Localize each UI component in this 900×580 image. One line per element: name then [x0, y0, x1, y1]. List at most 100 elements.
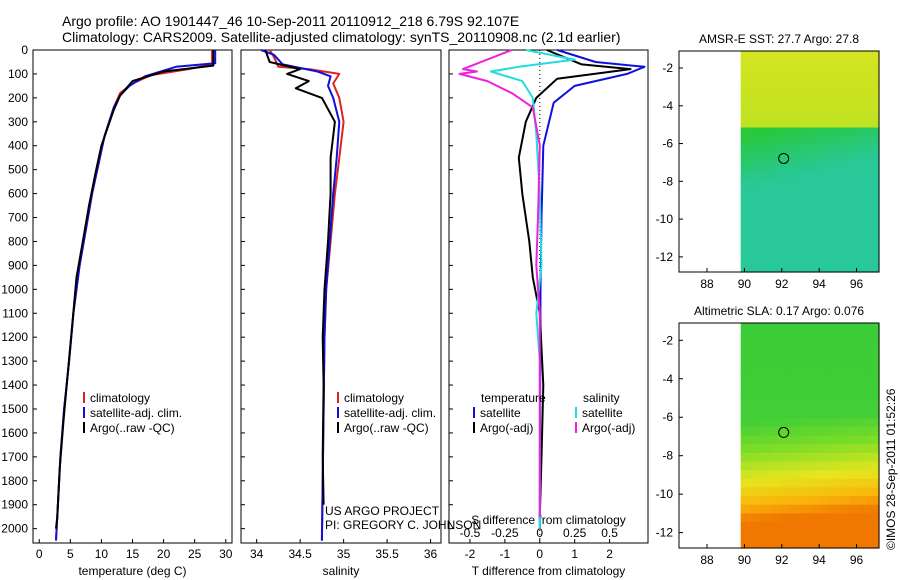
sla_map-cell [849, 340, 860, 350]
sla_map-cell [750, 452, 762, 463]
sst_map-cell [740, 51, 752, 61]
sst_map-cell [809, 238, 821, 248]
sla_map-cell [750, 522, 762, 532]
sst_map-cell [800, 51, 811, 61]
sst_map-cell [760, 246, 771, 256]
sst_map-cell [770, 187, 781, 197]
sla_map-cell [809, 478, 821, 489]
sla_map-cell [849, 383, 860, 393]
sst_map-cell [839, 153, 850, 163]
sst_map-cell [859, 68, 870, 78]
sst_map-cell [809, 255, 821, 265]
sla_map-cell [750, 461, 762, 471]
sst_map-cell [829, 85, 841, 95]
sla_map-cell [869, 539, 880, 549]
sla_map-xtick-label: 96 [850, 553, 864, 567]
sla_map-cell [849, 461, 860, 471]
salinity-xtick-label: 34 [250, 547, 264, 561]
sst_map-cell [869, 119, 880, 129]
sst_map-cell [859, 161, 870, 171]
sst_map-cell [800, 127, 811, 137]
sst_map-cell [780, 204, 791, 214]
sla_map-cell [859, 435, 870, 445]
sst_map-cell [750, 119, 762, 129]
sst_map-cell [780, 170, 791, 180]
sst_map-cell [790, 144, 801, 154]
sla_map-cell [839, 478, 850, 489]
sst_map-cell [819, 187, 831, 197]
sst_map-cell [819, 229, 831, 239]
sla_map-cell [780, 435, 791, 445]
sst_map-cell [760, 204, 771, 214]
sst_map-ytick-label: -2 [662, 61, 673, 75]
sst_map-cell [750, 195, 762, 205]
sst_map-argo-marker [778, 152, 790, 164]
sla_map-cell [800, 383, 811, 393]
sla_map-cell [740, 470, 752, 480]
sst_map-cell [849, 102, 860, 112]
sst_map-ytick-label: -12 [656, 250, 674, 264]
sla_map-cell [819, 470, 831, 480]
sla_map-cell [819, 349, 831, 359]
sst_map-cell [790, 51, 801, 61]
sla_map-cell [760, 452, 771, 463]
sla_map-cell [760, 470, 771, 480]
difference-legend-item: Argo(-adj) [480, 421, 533, 435]
sla_map-cell [790, 323, 801, 333]
sst_map-cell [829, 76, 841, 86]
sla_map-cell [809, 461, 821, 471]
sla_map-cell [740, 496, 752, 506]
sla_map-cell [770, 374, 781, 385]
credit-pi: PI: GREGORY C. JOHNSON [325, 518, 482, 532]
sla_map-cell [790, 366, 801, 376]
sst_map-cell [859, 59, 870, 69]
sst_map-cell [790, 195, 801, 205]
sst_map-cell [829, 51, 841, 61]
sst_map-cell [780, 212, 791, 222]
sla_map-cell [760, 323, 771, 333]
sla_map-cell [849, 409, 860, 419]
sst_map-cell [750, 93, 762, 103]
sst_map-cell [859, 229, 870, 239]
sla_map-cell [740, 383, 752, 393]
sst_map-cell [760, 59, 771, 69]
sst_map-cell [770, 255, 781, 265]
sla_map-cell [790, 383, 801, 393]
sla_map-cell [819, 409, 831, 419]
sst_map-cell [800, 229, 811, 239]
sla_map-cell [859, 487, 870, 497]
sst_map-cell [740, 263, 752, 273]
sla_map-cell [859, 357, 870, 367]
sst_map-cell [740, 144, 752, 154]
sla_map-cell [780, 331, 791, 341]
sst_map-cell [829, 170, 841, 180]
sst_map-cell [809, 212, 821, 222]
sst_map-cell [839, 212, 850, 222]
sst_map-cell [809, 221, 821, 231]
sla_map-cell [800, 331, 811, 341]
sla_map-cell [819, 513, 831, 523]
sla_map-cell [760, 331, 771, 341]
sst_map-cell [780, 119, 791, 129]
sst_map-cell [740, 127, 752, 137]
sla_map-cell [829, 418, 841, 428]
sla_map-cell [849, 400, 860, 411]
sla_map-cell [829, 496, 841, 506]
temperature-ytick-label: 1700 [1, 450, 28, 464]
sla_map-cell [800, 470, 811, 480]
sst_map-cell [819, 153, 831, 163]
sst_map-cell [750, 85, 762, 95]
sst_map-cell [770, 246, 781, 256]
sla_map-cell [770, 323, 781, 333]
sst_map-cell [770, 238, 781, 248]
sst_map-cell [760, 76, 771, 86]
salinity-series-line [264, 49, 336, 505]
sst_map-cell [869, 204, 880, 214]
sla_map-cell [740, 539, 752, 549]
sla_map-cell [849, 470, 860, 480]
sst_map-cell [849, 144, 860, 154]
sla_map-cell [760, 444, 771, 454]
temperature-ytick-label: 300 [8, 115, 28, 129]
sla_map-cell [849, 504, 860, 514]
sst_map-cell [760, 238, 771, 248]
